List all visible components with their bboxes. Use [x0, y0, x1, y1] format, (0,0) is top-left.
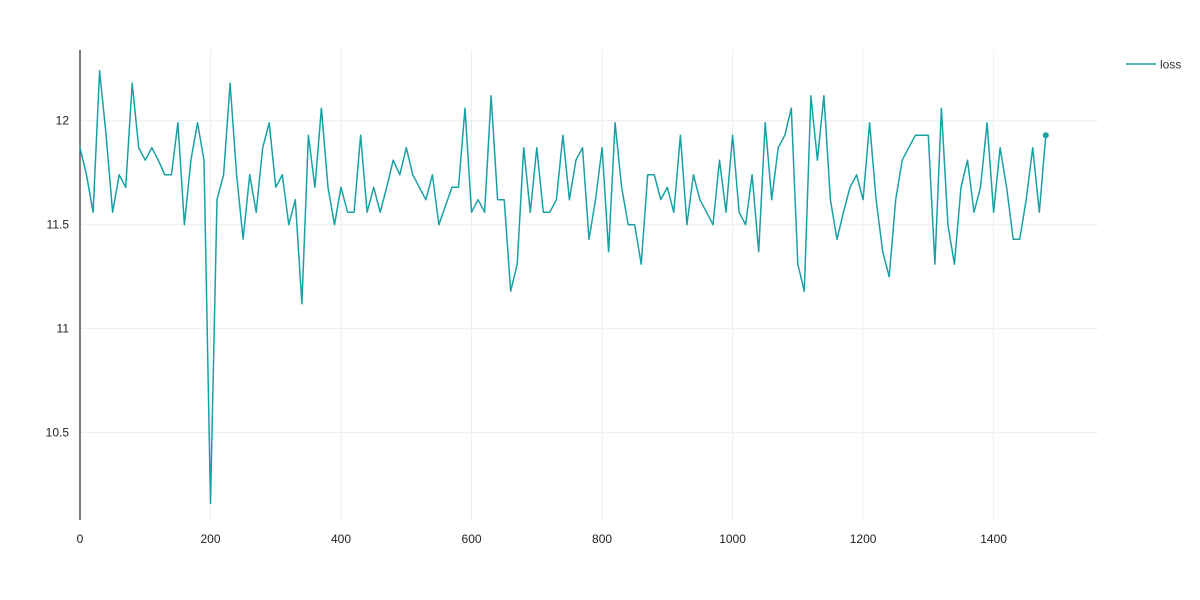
last-point-marker — [1042, 132, 1049, 139]
y-tick-label: 11 — [57, 322, 70, 336]
y-tick-label: 11.5 — [47, 218, 70, 232]
series-group — [79, 70, 1049, 505]
series-line-loss — [79, 70, 1047, 505]
y-tick-labels: 10.5 11 11.5 12 — [46, 114, 70, 440]
x-tick-label: 1000 — [719, 532, 746, 546]
x-tick-label: 0 — [77, 532, 84, 546]
grid-lines — [80, 50, 1098, 520]
x-tick-label: 200 — [200, 532, 220, 546]
y-tick-label: 12 — [56, 114, 70, 128]
x-tick-labels: 0 200 400 600 800 1000 1200 1400 — [77, 532, 1008, 546]
x-tick-label: 400 — [331, 532, 351, 546]
legend-label-loss: loss — [1160, 58, 1181, 72]
legend[interactable]: loss — [1126, 58, 1181, 72]
x-tick-label: 1400 — [980, 532, 1007, 546]
x-tick-label: 1200 — [850, 532, 877, 546]
x-tick-label: 800 — [592, 532, 612, 546]
y-tick-label: 10.5 — [46, 426, 70, 440]
x-tick-label: 600 — [462, 532, 482, 546]
